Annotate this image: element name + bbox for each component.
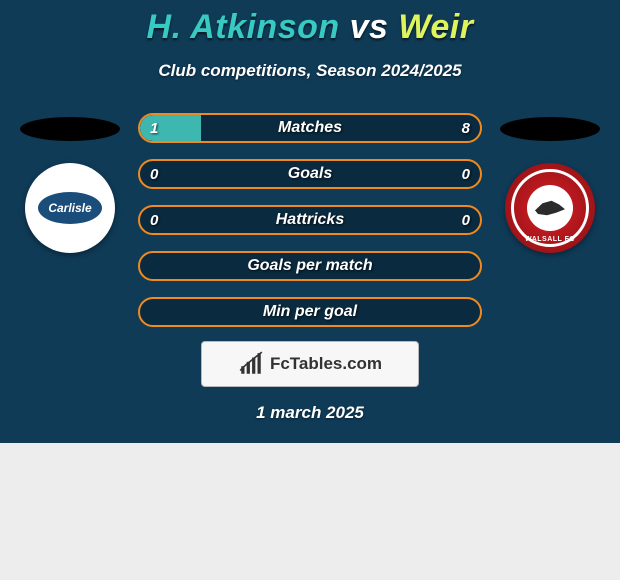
bird-icon (535, 196, 565, 220)
stat-label: Hattricks (140, 207, 480, 233)
player2-name: Weir (398, 8, 473, 46)
stat-bars: 18Matches 00Goals 00Hattricks Goals per mat… (138, 113, 482, 327)
player1-silhouette-shadow (20, 117, 120, 141)
player2-silhouette-shadow (500, 117, 600, 141)
page-title: H. Atkinson vs Weir (0, 8, 620, 47)
stat-label: Goals per match (140, 253, 480, 279)
player1-club-badge: Carlisle (25, 163, 115, 253)
stat-bar: 00Goals (138, 159, 482, 189)
player2-club-badge: WALSALL FC (505, 163, 595, 253)
stat-bar: Goals per match (138, 251, 482, 281)
watermark-badge: FcTables.com (201, 341, 419, 387)
comparison-card: H. Atkinson vs Weir Club competitions, S… (0, 0, 620, 443)
badge-center (527, 185, 573, 231)
stat-label: Min per goal (140, 299, 480, 325)
left-player-column: Carlisle (20, 113, 120, 253)
vs-label: vs (350, 8, 389, 46)
right-player-column: WALSALL FC (500, 113, 600, 253)
player1-club-label: Carlisle (38, 192, 102, 224)
stat-bar: 18Matches (138, 113, 482, 143)
stat-label: Matches (140, 115, 480, 141)
chart-icon (238, 351, 264, 377)
player2-club-label: WALSALL FC (505, 236, 595, 243)
comparison-body: Carlisle 18Matches 00Goals 00Hattricks Goal… (0, 113, 620, 327)
stat-label: Goals (140, 161, 480, 187)
watermark-text: FcTables.com (270, 354, 382, 374)
player1-name: H. Atkinson (147, 8, 340, 46)
subtitle: Club competitions, Season 2024/2025 (0, 61, 620, 81)
stat-bar: 00Hattricks (138, 205, 482, 235)
footer-date: 1 march 2025 (0, 403, 620, 423)
stat-bar: Min per goal (138, 297, 482, 327)
